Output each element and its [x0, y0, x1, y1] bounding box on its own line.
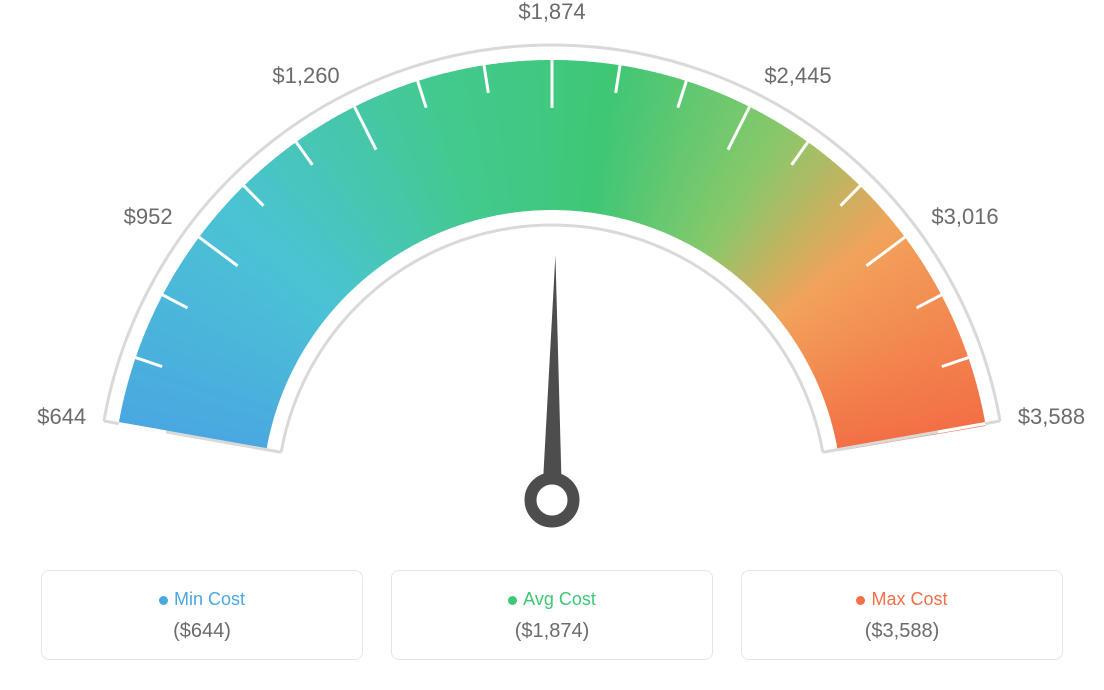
legend-card-max: Max Cost ($3,588) [741, 570, 1063, 660]
dot-icon [159, 596, 168, 605]
legend-label-max: Max Cost [752, 589, 1052, 610]
legend-value-max: ($3,588) [752, 620, 1052, 643]
dot-icon [508, 596, 517, 605]
legend-label-text: Avg Cost [523, 589, 596, 609]
legend-value-avg: ($1,874) [402, 620, 702, 643]
legend-card-avg: Avg Cost ($1,874) [391, 570, 713, 660]
gauge-tick-label: $1,874 [512, 0, 592, 25]
cost-gauge-widget: $644 $952 $1,260 $1,874 $2,445 $3,016 $3,588 M… [0, 0, 1104, 690]
gauge-chart: $644 $952 $1,260 $1,874 $2,445 $3,016 $3,588 [0, 0, 1104, 560]
legend-label-min: Min Cost [52, 589, 352, 610]
legend-label-text: Min Cost [174, 589, 245, 609]
gauge-tick-label: $3,588 [1018, 404, 1085, 430]
gauge-tick-label: $952 [93, 204, 173, 230]
legend-row: Min Cost ($644) Avg Cost ($1,874) Max Co… [0, 570, 1104, 660]
legend-card-min: Min Cost ($644) [41, 570, 363, 660]
gauge-tick-label: $2,445 [764, 63, 831, 89]
gauge-tick-label: $644 [6, 404, 86, 430]
legend-value-min: ($644) [52, 620, 352, 643]
legend-label-text: Max Cost [871, 589, 947, 609]
gauge-tick-label: $3,016 [931, 204, 998, 230]
dot-icon [856, 596, 865, 605]
legend-label-avg: Avg Cost [402, 589, 702, 610]
gauge-tick-label: $1,260 [260, 63, 340, 89]
